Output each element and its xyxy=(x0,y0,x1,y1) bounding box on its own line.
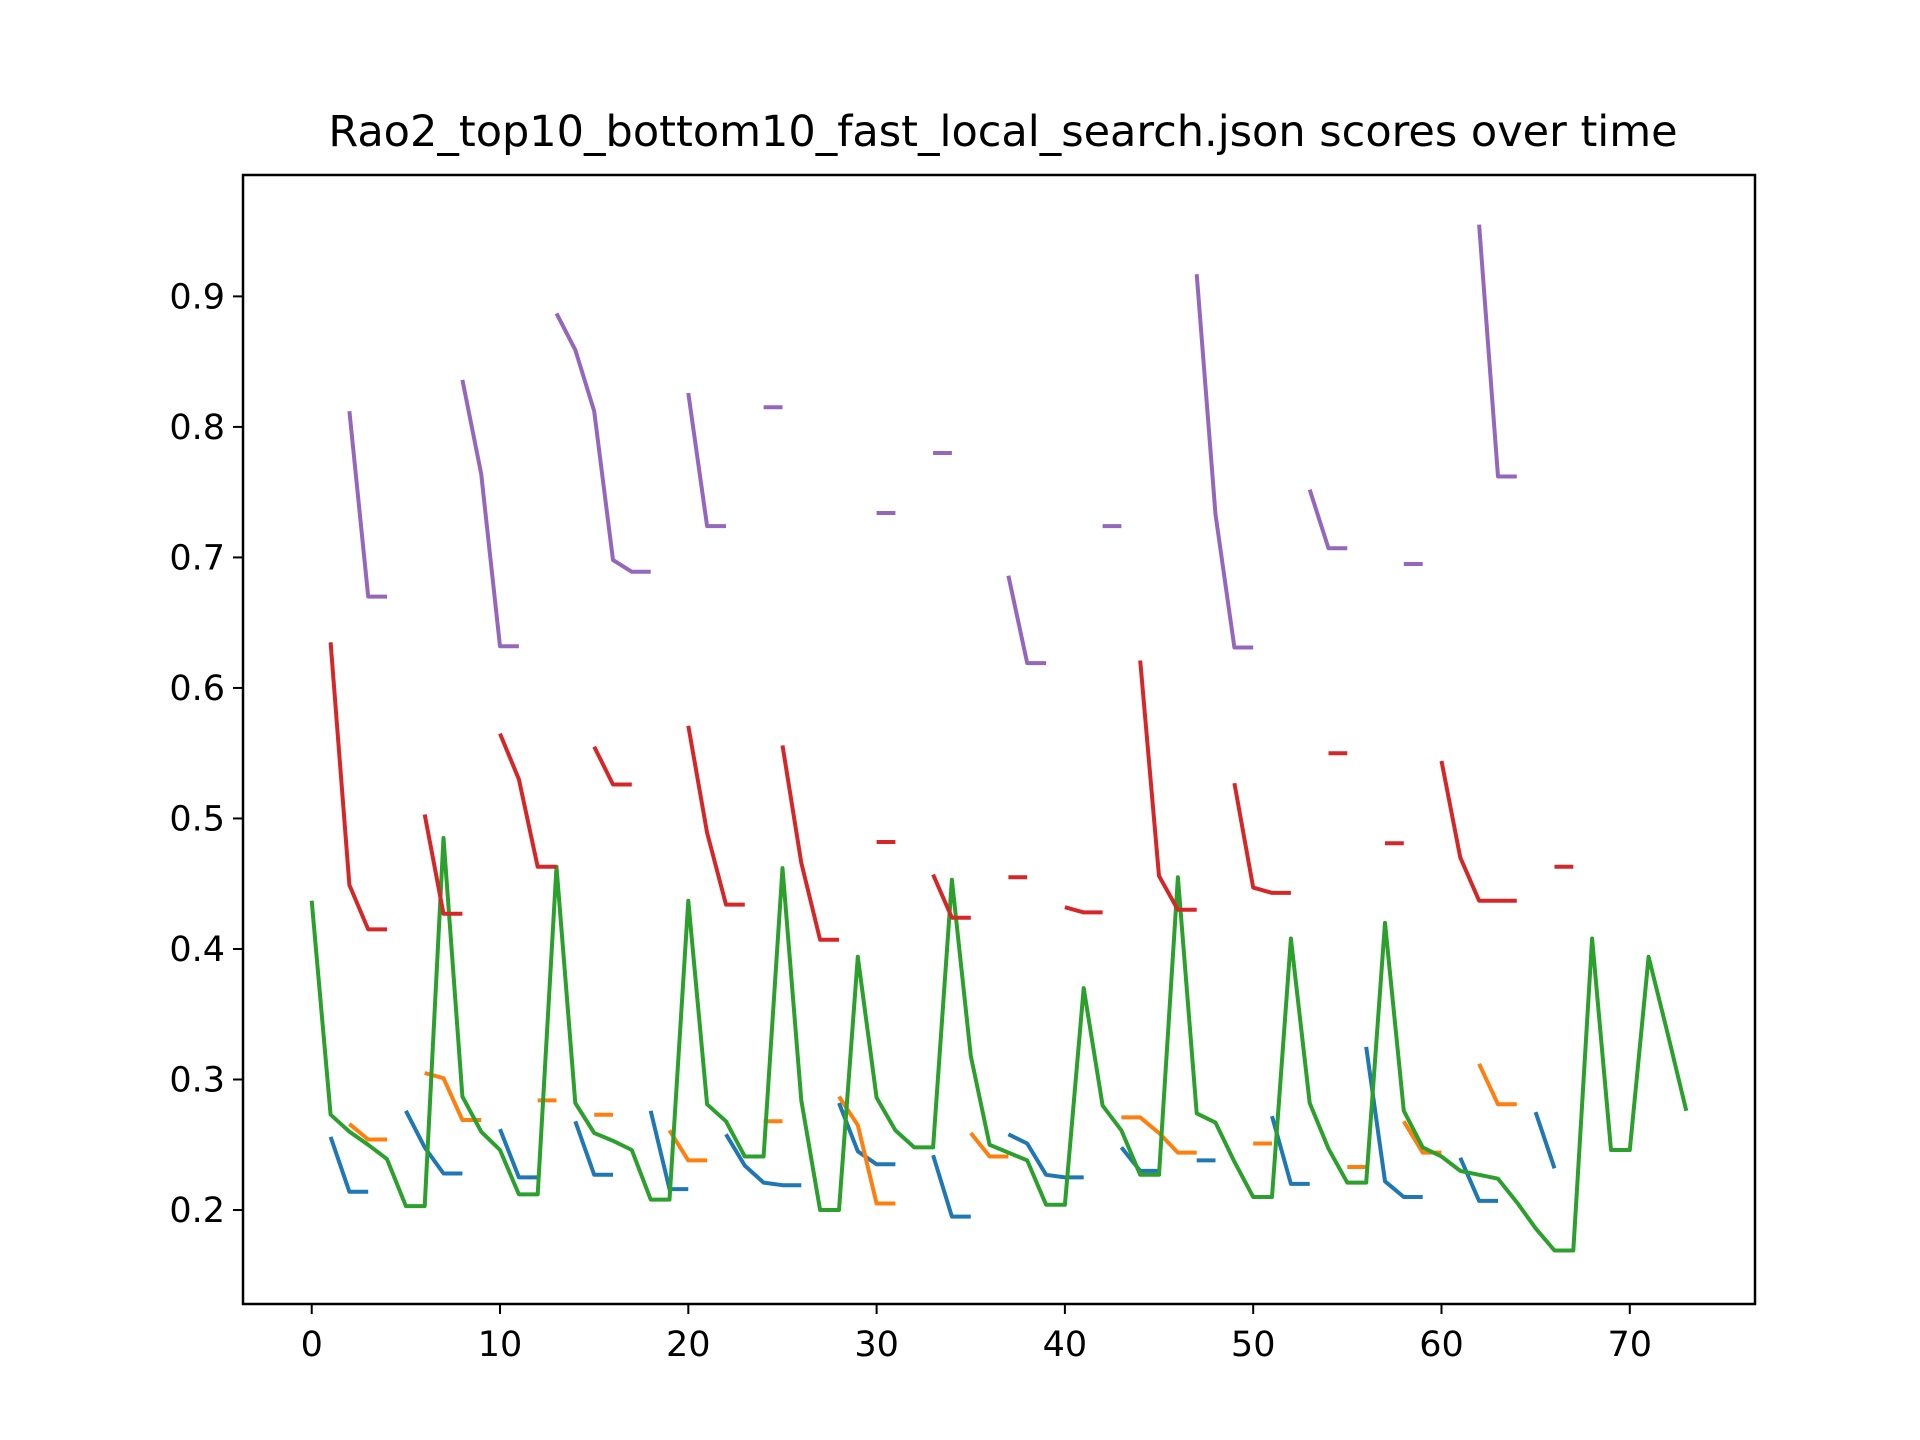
series-line-segment xyxy=(969,1131,1009,1159)
series-line-segment xyxy=(1064,905,1103,915)
series-line-segment xyxy=(1119,1146,1159,1173)
series-line-segment xyxy=(780,745,839,942)
series-line-segment xyxy=(592,745,632,787)
y-tick-label: 0.3 xyxy=(169,1061,225,1101)
series-line-segment xyxy=(667,1129,708,1163)
series-line-segment xyxy=(460,379,519,649)
series-line-segment xyxy=(498,1128,538,1180)
series-line-segment xyxy=(931,873,971,920)
series-line-segment xyxy=(498,732,557,869)
y-tick-label: 0.9 xyxy=(169,277,225,317)
series-line-segment xyxy=(309,836,1689,1253)
series-line-segment xyxy=(348,1122,387,1142)
y-tick-label: 0.2 xyxy=(169,1191,225,1231)
y-tick-label: 0.8 xyxy=(169,408,225,448)
x-tick-label: 30 xyxy=(854,1325,899,1365)
series-line-segment xyxy=(573,1120,613,1177)
x-tick-label: 0 xyxy=(301,1325,323,1365)
series-line-segment xyxy=(1307,488,1348,551)
series-line-segment xyxy=(422,814,463,916)
y-tick-label: 0.4 xyxy=(169,930,225,970)
series-line-segment xyxy=(1364,1046,1423,1199)
series-line-segment xyxy=(931,1154,971,1219)
x-tick-label: 50 xyxy=(1231,1325,1276,1365)
series-line-segment xyxy=(1006,575,1047,666)
series-line-segment xyxy=(347,410,387,599)
y-tick-label: 0.7 xyxy=(169,538,225,578)
series-line-segment xyxy=(1439,760,1517,903)
series-line-segment xyxy=(1533,1111,1557,1169)
series-line-segment xyxy=(1138,660,1197,912)
x-tick-label: 10 xyxy=(478,1325,523,1365)
plot-frame xyxy=(241,173,1757,1306)
x-tick-label: 60 xyxy=(1419,1325,1464,1365)
series-layer xyxy=(309,224,1689,1253)
series-line-segment xyxy=(686,392,726,529)
series-line-segment xyxy=(328,642,387,932)
series-line-segment xyxy=(328,1136,369,1194)
x-tick-label: 70 xyxy=(1608,1325,1653,1365)
chart-title: Rao2_top10_bottom10_fast_local_search.js… xyxy=(328,107,1677,157)
series-line-segment xyxy=(1121,1115,1197,1155)
series-line-segment xyxy=(1270,1115,1310,1186)
y-tick-label: 0.5 xyxy=(169,799,225,839)
x-axis: 0 10 20 30 40 50 60 70 xyxy=(301,1304,1652,1365)
series-3 xyxy=(309,836,1689,1253)
series-5 xyxy=(347,224,1517,666)
series-line-segment xyxy=(1194,274,1254,650)
y-axis: 0.2 0.3 0.4 0.5 0.6 0.7 0.8 0.9 xyxy=(169,277,243,1231)
series-4 xyxy=(328,642,1574,942)
series-line-segment xyxy=(1232,782,1291,895)
series-line-segment xyxy=(837,1095,896,1206)
series-line-segment xyxy=(554,312,651,574)
series-line-segment xyxy=(1007,1132,1084,1180)
series-line-segment xyxy=(424,1071,482,1122)
series-line-segment xyxy=(1477,224,1517,479)
series-2 xyxy=(348,1062,1517,1206)
series-line-segment xyxy=(1477,1062,1517,1107)
series-line-segment xyxy=(404,1109,463,1176)
series-line-segment xyxy=(724,1133,802,1188)
x-tick-label: 20 xyxy=(666,1325,711,1365)
series-line-segment xyxy=(686,725,745,907)
y-tick-label: 0.6 xyxy=(169,669,225,709)
x-tick-label: 40 xyxy=(1043,1325,1088,1365)
